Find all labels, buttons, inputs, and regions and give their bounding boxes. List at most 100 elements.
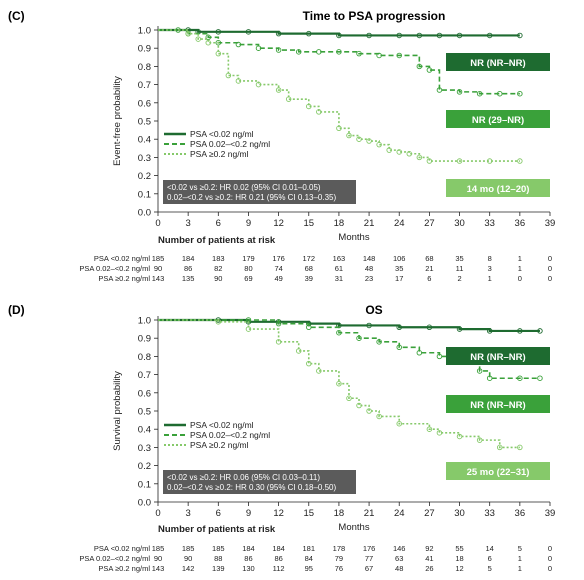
y-axis-label: Survival probability bbox=[112, 371, 123, 451]
risk-value: 185 bbox=[152, 254, 165, 263]
risk-value: 82 bbox=[214, 264, 222, 273]
risk-value: 184 bbox=[242, 544, 255, 553]
risk-value: 88 bbox=[214, 554, 222, 563]
risk-value: 76 bbox=[335, 564, 343, 573]
y-tick-label: 0.0 bbox=[138, 208, 151, 219]
risk-value: 17 bbox=[395, 274, 403, 283]
y-tick-label: 0.5 bbox=[138, 407, 151, 418]
y-tick-label: 0.4 bbox=[138, 135, 151, 146]
risk-value: 26 bbox=[425, 564, 433, 573]
risk-value: 1 bbox=[488, 274, 492, 283]
risk-row-label: PSA <0.02 ng/ml bbox=[94, 254, 150, 263]
risk-value: 95 bbox=[305, 564, 313, 573]
censor-marker bbox=[456, 89, 463, 95]
risk-value: 18 bbox=[455, 554, 463, 563]
legend-label: PSA <0.02 ng/ml bbox=[190, 420, 254, 430]
x-tick-label: 21 bbox=[364, 218, 375, 229]
censor-marker bbox=[537, 375, 543, 381]
risk-value: 5 bbox=[518, 544, 522, 553]
y-tick-label: 0.3 bbox=[138, 443, 151, 454]
x-tick-label: 33 bbox=[484, 508, 495, 519]
censor-marker bbox=[426, 158, 433, 164]
censor-marker bbox=[436, 353, 443, 360]
median-box bbox=[446, 462, 550, 480]
censor-marker bbox=[306, 30, 312, 37]
y-tick-label: 0.7 bbox=[138, 370, 151, 381]
risk-value: 90 bbox=[184, 554, 192, 563]
chart-title: Time to PSA progression bbox=[303, 9, 446, 23]
legend-label: PSA ≥0.2 ng/ml bbox=[190, 440, 249, 450]
x-tick-label: 36 bbox=[515, 508, 526, 519]
x-tick-label: 0 bbox=[155, 508, 160, 519]
y-tick-label: 0.5 bbox=[138, 117, 151, 128]
risk-value: 0 bbox=[548, 254, 552, 263]
risk-value: 90 bbox=[214, 274, 222, 283]
risk-value: 12 bbox=[455, 564, 463, 573]
risk-value: 0 bbox=[548, 544, 552, 553]
censor-marker bbox=[215, 29, 222, 35]
risk-row-label: PSA 0.02–<0.2 ng/ml bbox=[79, 554, 150, 563]
censor-marker bbox=[306, 103, 312, 110]
risk-value: 183 bbox=[212, 254, 225, 263]
censor-marker bbox=[336, 32, 342, 39]
risk-value: 74 bbox=[274, 264, 282, 273]
censor-marker bbox=[275, 320, 282, 327]
legend-label: PSA 0.02–<0.2 ng/ml bbox=[190, 430, 270, 440]
risk-value: 0 bbox=[548, 554, 552, 563]
censor-marker bbox=[316, 368, 322, 374]
risk-value: 146 bbox=[393, 544, 406, 553]
censor-marker bbox=[426, 67, 433, 73]
risk-value: 8 bbox=[488, 254, 492, 263]
median-label: NR (NR–NR) bbox=[470, 400, 525, 411]
censor-marker bbox=[366, 408, 372, 414]
censor-marker bbox=[517, 90, 523, 97]
risk-value: 184 bbox=[272, 544, 285, 553]
censor-marker bbox=[376, 413, 382, 420]
censor-marker bbox=[456, 326, 463, 332]
risk-value: 172 bbox=[303, 254, 316, 263]
censor-marker bbox=[366, 322, 372, 329]
x-tick-label: 18 bbox=[334, 508, 345, 519]
censor-marker bbox=[396, 324, 402, 331]
x-tick-label: 3 bbox=[186, 218, 191, 229]
y-tick-label: 0.8 bbox=[138, 352, 151, 363]
censor-marker bbox=[517, 158, 523, 164]
censor-marker bbox=[356, 402, 362, 409]
censor-marker bbox=[486, 32, 493, 39]
censor-marker bbox=[275, 30, 282, 37]
x-tick-label: 15 bbox=[303, 508, 314, 519]
y-tick-label: 0.2 bbox=[138, 171, 151, 182]
x-tick-label: 9 bbox=[246, 218, 251, 229]
y-tick-label: 0.7 bbox=[138, 80, 151, 91]
censor-marker bbox=[376, 339, 382, 345]
censor-marker bbox=[456, 32, 463, 39]
risk-value: 142 bbox=[182, 564, 195, 573]
risk-value: 1 bbox=[518, 254, 522, 263]
risk-value: 0 bbox=[548, 564, 552, 573]
y-tick-label: 0.9 bbox=[138, 334, 151, 345]
censor-marker bbox=[275, 339, 282, 345]
risk-value: 31 bbox=[335, 274, 343, 283]
y-tick-label: 0.9 bbox=[138, 44, 151, 55]
risk-value: 0 bbox=[548, 274, 552, 283]
risk-value: 35 bbox=[455, 254, 463, 263]
hr-box bbox=[163, 180, 356, 204]
risk-value: 21 bbox=[425, 264, 433, 273]
risk-value: 143 bbox=[152, 274, 165, 283]
risk-value: 68 bbox=[305, 264, 313, 273]
risk-value: 179 bbox=[242, 254, 255, 263]
panel-d: (D) OS 0.0 0.1 0.2 0.3 0.4 0.5 0.6 0.7 0.8 0.9 1.0 0 3… bbox=[8, 303, 555, 573]
median-label: 25 mo (22–31) bbox=[467, 467, 530, 478]
risk-value: 112 bbox=[273, 564, 285, 573]
censor-marker bbox=[346, 132, 352, 139]
median-box bbox=[446, 53, 550, 71]
median-box bbox=[446, 395, 550, 413]
median-label: NR (29–NR) bbox=[472, 115, 524, 126]
risk-value: 1 bbox=[518, 264, 522, 273]
risk-value: 48 bbox=[365, 264, 373, 273]
censor-marker bbox=[517, 375, 523, 381]
km-curve-1 bbox=[158, 28, 520, 37]
risk-value: 41 bbox=[425, 554, 433, 563]
censor-marker bbox=[496, 444, 503, 451]
